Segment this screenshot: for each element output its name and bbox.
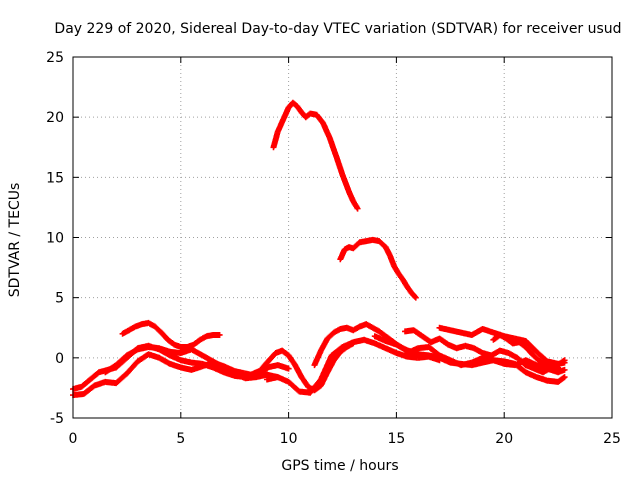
data-point bbox=[408, 289, 418, 300]
data-point bbox=[285, 352, 298, 367]
data-point bbox=[216, 331, 223, 338]
data-point bbox=[535, 357, 548, 368]
data-point bbox=[320, 120, 332, 140]
data-point bbox=[410, 327, 425, 339]
data-point bbox=[328, 344, 345, 359]
data-point bbox=[317, 336, 330, 354]
data-point bbox=[87, 370, 101, 383]
x-tick-label: 5 bbox=[176, 431, 185, 447]
data-point bbox=[326, 134, 339, 158]
data-point bbox=[253, 366, 269, 379]
y-tick-label: 5 bbox=[55, 291, 64, 307]
data-point bbox=[292, 362, 304, 379]
data-point bbox=[78, 377, 93, 390]
data-point bbox=[190, 337, 203, 348]
data-point bbox=[307, 377, 323, 396]
data-points bbox=[70, 99, 568, 399]
data-point bbox=[266, 351, 278, 364]
data-point bbox=[164, 336, 177, 347]
data-point bbox=[158, 329, 170, 342]
data-point bbox=[529, 351, 541, 363]
x-tick-label: 20 bbox=[495, 431, 513, 447]
data-point bbox=[313, 111, 326, 126]
data-point bbox=[113, 371, 129, 387]
data-point bbox=[533, 348, 550, 364]
data-point bbox=[339, 171, 352, 194]
data-point bbox=[522, 344, 535, 357]
data-point bbox=[259, 358, 272, 371]
data-point bbox=[395, 270, 405, 282]
y-axis-label: SDTVAR / TECUs bbox=[7, 183, 23, 298]
y-tick-label: -5 bbox=[50, 411, 64, 427]
data-point bbox=[274, 115, 287, 135]
series-arc-high bbox=[270, 99, 361, 212]
data-point bbox=[561, 357, 568, 364]
data-point bbox=[333, 152, 345, 177]
data-point bbox=[285, 365, 292, 372]
y-tick-label: 10 bbox=[46, 231, 64, 247]
series-arc-mid bbox=[337, 236, 419, 301]
series-arc-i bbox=[402, 327, 564, 376]
data-point bbox=[113, 353, 129, 369]
data-point bbox=[317, 353, 335, 383]
x-tick-label: 0 bbox=[69, 431, 78, 447]
y-tick-label: 0 bbox=[55, 351, 64, 367]
series-arc-b bbox=[119, 319, 223, 350]
data-point bbox=[522, 338, 539, 354]
data-point bbox=[311, 348, 324, 369]
x-tick-label: 15 bbox=[387, 431, 405, 447]
x-tick-label: 10 bbox=[280, 431, 298, 447]
x-tick-label: 25 bbox=[603, 431, 621, 447]
data-point bbox=[285, 378, 302, 394]
data-point bbox=[555, 374, 567, 385]
data-point bbox=[350, 240, 362, 252]
data-point bbox=[391, 263, 401, 276]
data-point bbox=[123, 359, 140, 377]
data-point bbox=[404, 283, 414, 295]
series-arc-l bbox=[490, 332, 568, 372]
y-tick-label: 20 bbox=[46, 110, 64, 126]
chart-title: Day 229 of 2020, Sidereal Day-to-day VTE… bbox=[54, 21, 621, 37]
data-point bbox=[264, 365, 271, 372]
data-point bbox=[151, 323, 164, 335]
data-point bbox=[412, 294, 419, 301]
data-point bbox=[425, 344, 442, 358]
axis-ticks: 0 5 10 15 20 25 -5 0 5 10 15 20 25 bbox=[46, 50, 621, 447]
data-point bbox=[561, 374, 568, 381]
data-point bbox=[376, 238, 388, 250]
data-point bbox=[354, 205, 361, 212]
y-tick-label: 25 bbox=[46, 50, 64, 66]
series-arc-d bbox=[70, 351, 271, 399]
data-point bbox=[376, 328, 388, 339]
y-tick-label: 15 bbox=[46, 170, 64, 186]
data-point bbox=[289, 99, 300, 109]
x-axis-label: GPS time / hours bbox=[281, 458, 398, 474]
data-point bbox=[324, 330, 336, 342]
data-point bbox=[436, 335, 451, 347]
data-point bbox=[561, 366, 568, 373]
series-arc-k bbox=[404, 344, 568, 376]
data-point bbox=[80, 383, 97, 397]
